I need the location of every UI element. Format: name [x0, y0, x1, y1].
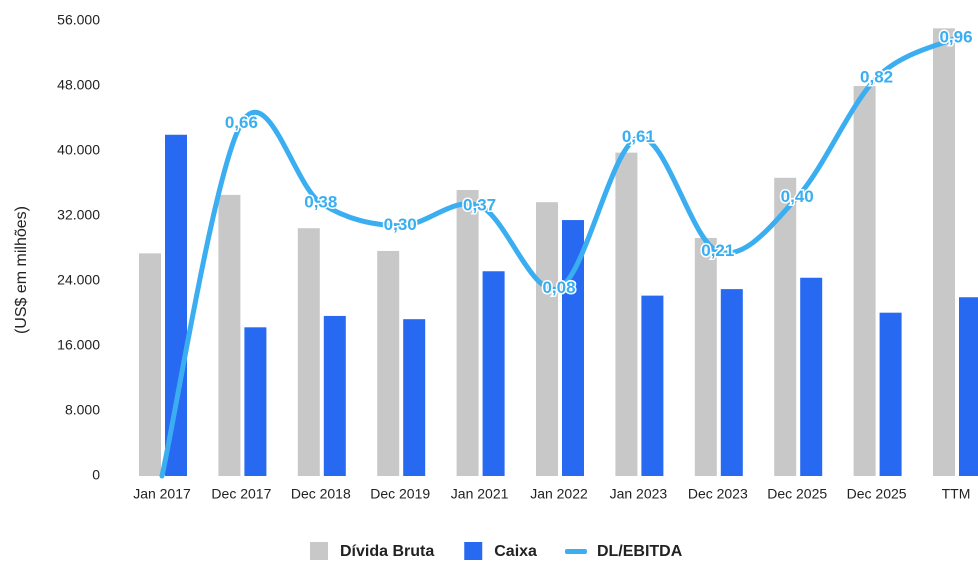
x-tick-label: Dec 2023: [688, 486, 748, 502]
x-tick-label: Dec 2019: [370, 486, 430, 502]
x-tick-label: Jan 2022: [530, 486, 588, 502]
data-label: 0,08: [542, 278, 575, 297]
legend-label: DL/EBITDA: [597, 543, 683, 560]
bar: [720, 289, 743, 476]
x-tick-label: Jan 2023: [610, 486, 668, 502]
data-label: 0,96: [939, 28, 972, 47]
bar: [959, 297, 978, 476]
line: [159, 35, 959, 479]
x-tick-label: TTM: [942, 486, 971, 502]
x-tick-label: Dec 2025: [767, 486, 827, 502]
data-label: 0,82: [860, 67, 893, 86]
x-tick-label: Dec 2018: [291, 486, 351, 502]
legend-swatch: [310, 542, 328, 560]
bar: [403, 319, 426, 476]
bar: [694, 237, 717, 476]
legend-label: Caixa: [494, 543, 537, 560]
bar: [456, 190, 479, 476]
data-label: 0,40: [781, 187, 814, 206]
data-label: 0,37: [463, 195, 496, 214]
bar: [139, 253, 161, 476]
bar: [933, 28, 955, 476]
bar: [244, 327, 267, 476]
bar: [853, 86, 876, 476]
y-axis-label: (US$ em milhões): [13, 206, 30, 334]
bar: [218, 194, 241, 476]
y-tick-label: 8.000: [65, 402, 100, 418]
x-tick-label: Dec 2017: [211, 486, 271, 502]
bar: [536, 202, 558, 476]
bar: [800, 277, 823, 476]
y-tick-label: 0: [92, 467, 100, 483]
y-tick-label: 48.000: [57, 77, 100, 93]
legend-swatch: [464, 542, 483, 560]
legend-swatch: [564, 549, 587, 554]
data-label: 0,61: [622, 127, 655, 146]
y-tick-label: 40.000: [57, 142, 100, 158]
x-tick-label: Jan 2017: [133, 486, 191, 502]
bar: [482, 271, 505, 476]
y-tick-label: 32.000: [57, 207, 100, 223]
y-tick-label: 16.000: [57, 337, 100, 353]
bar: [165, 134, 187, 476]
data-label: 0,21: [701, 241, 734, 260]
bar: [641, 295, 664, 476]
x-tick-label: Jan 2021: [451, 486, 509, 502]
data-label: 0,66: [225, 113, 258, 132]
bar: [615, 152, 638, 476]
bar: [879, 312, 902, 476]
bar: [377, 250, 400, 476]
y-tick-label: 56.000: [57, 12, 100, 28]
y-tick-label: 24.000: [57, 272, 100, 288]
data-label: 0,38: [304, 192, 337, 211]
bar: [323, 315, 346, 476]
bar: [297, 228, 320, 476]
legend-label: Dívida Bruta: [340, 543, 434, 560]
bar: [774, 177, 797, 476]
data-label: 0,30: [384, 215, 417, 234]
x-tick-label: Dec 2025: [847, 486, 907, 502]
